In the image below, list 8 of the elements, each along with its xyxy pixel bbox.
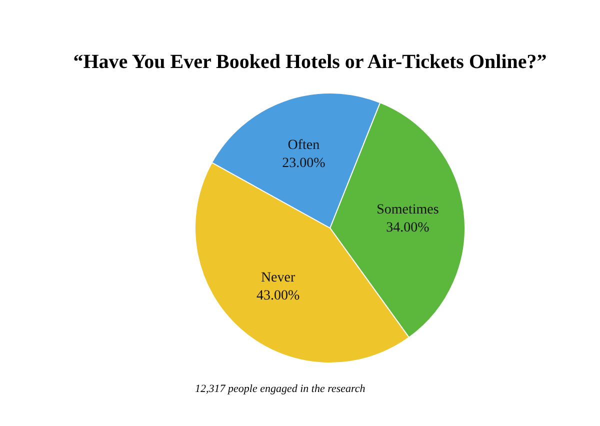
data-label: 43.00% [256,288,300,304]
slice-label: Never [260,270,296,286]
slice-label: Sometimes [376,202,439,218]
data-label: 34.00% [386,220,430,236]
text: 12,317 people engaged in the research [195,383,366,395]
data-label: 23.00% [282,156,326,172]
slice-label: Often [288,138,320,154]
chart-title: “Have You Ever Booked Hotels or Air-Tickets Online?” [73,51,547,73]
